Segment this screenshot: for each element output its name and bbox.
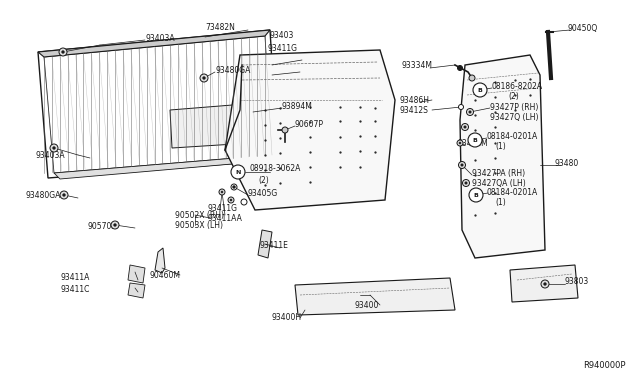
- Polygon shape: [38, 30, 270, 57]
- Text: 90502X (RH): 90502X (RH): [175, 211, 224, 219]
- Text: 08184-0201A: 08184-0201A: [487, 131, 538, 141]
- Circle shape: [541, 280, 549, 288]
- Text: 93803: 93803: [565, 278, 589, 286]
- Circle shape: [473, 83, 487, 97]
- Circle shape: [282, 127, 288, 133]
- Circle shape: [200, 74, 208, 82]
- Polygon shape: [295, 278, 455, 315]
- Polygon shape: [54, 155, 278, 179]
- Polygon shape: [128, 265, 145, 283]
- Polygon shape: [170, 100, 298, 148]
- Circle shape: [230, 199, 232, 201]
- Circle shape: [61, 51, 65, 54]
- Text: 90450Q: 90450Q: [568, 23, 598, 32]
- Text: 93411AA: 93411AA: [208, 214, 243, 222]
- Text: (1): (1): [495, 198, 506, 206]
- Text: 08918-3062A: 08918-3062A: [250, 164, 301, 173]
- Circle shape: [52, 147, 56, 150]
- Text: 08184-0201A: 08184-0201A: [487, 187, 538, 196]
- Circle shape: [468, 111, 471, 113]
- Polygon shape: [128, 283, 145, 298]
- Text: R940000P: R940000P: [584, 360, 626, 369]
- Text: B: B: [474, 192, 479, 198]
- Text: 93403A: 93403A: [35, 151, 65, 160]
- Text: 73482N: 73482N: [205, 22, 235, 32]
- Circle shape: [465, 182, 467, 184]
- Circle shape: [464, 126, 466, 128]
- Text: (2): (2): [258, 176, 269, 185]
- Circle shape: [60, 191, 68, 199]
- Circle shape: [461, 124, 468, 131]
- Circle shape: [241, 199, 247, 205]
- Circle shape: [459, 142, 461, 144]
- Polygon shape: [460, 55, 545, 258]
- Text: 93486H: 93486H: [400, 96, 430, 105]
- Circle shape: [219, 189, 225, 195]
- Circle shape: [463, 180, 470, 186]
- Polygon shape: [225, 50, 395, 210]
- Text: 93427Q (LH): 93427Q (LH): [490, 112, 538, 122]
- Text: 93480GA: 93480GA: [25, 190, 60, 199]
- Text: 90570X: 90570X: [87, 221, 116, 231]
- Text: 93403: 93403: [270, 31, 294, 39]
- Text: B: B: [477, 87, 483, 93]
- Polygon shape: [258, 230, 272, 258]
- Circle shape: [203, 77, 205, 79]
- Text: 90607P: 90607P: [295, 119, 324, 128]
- Text: 93405G: 93405G: [248, 189, 278, 198]
- Circle shape: [59, 48, 67, 56]
- Text: B: B: [472, 138, 477, 142]
- Circle shape: [458, 161, 465, 169]
- Text: 93412S: 93412S: [400, 106, 429, 115]
- Circle shape: [114, 224, 116, 227]
- Circle shape: [231, 165, 245, 179]
- Text: 93411C: 93411C: [60, 285, 90, 295]
- Circle shape: [461, 164, 463, 166]
- Circle shape: [468, 133, 482, 147]
- Text: 08186-8202A: 08186-8202A: [492, 81, 543, 90]
- Circle shape: [469, 188, 483, 202]
- Text: 93427QA (LH): 93427QA (LH): [472, 179, 525, 187]
- Text: 93334M: 93334M: [402, 61, 433, 70]
- Circle shape: [63, 193, 65, 196]
- Circle shape: [228, 197, 234, 203]
- Text: 93411G: 93411G: [208, 203, 238, 212]
- Circle shape: [111, 221, 119, 229]
- Polygon shape: [155, 248, 165, 273]
- Circle shape: [233, 186, 236, 188]
- Polygon shape: [44, 36, 272, 173]
- Text: (2): (2): [508, 92, 519, 100]
- Text: 93480GA: 93480GA: [215, 65, 250, 74]
- Circle shape: [221, 191, 223, 193]
- Circle shape: [469, 75, 475, 81]
- Text: 93427PA (RH): 93427PA (RH): [472, 169, 525, 177]
- Text: 93427P (RH): 93427P (RH): [490, 103, 538, 112]
- Circle shape: [50, 144, 58, 152]
- Text: 93400: 93400: [355, 301, 380, 310]
- Text: 93400H: 93400H: [272, 314, 302, 323]
- Text: 93411G: 93411G: [268, 44, 298, 52]
- Circle shape: [458, 65, 463, 71]
- Circle shape: [458, 105, 463, 109]
- Polygon shape: [510, 265, 578, 302]
- Circle shape: [231, 184, 237, 190]
- Text: 93411A: 93411A: [60, 273, 90, 282]
- Circle shape: [467, 109, 474, 115]
- Text: 93480: 93480: [555, 158, 579, 167]
- Text: 93411E: 93411E: [260, 241, 289, 250]
- Circle shape: [543, 283, 547, 285]
- Text: 93894M: 93894M: [282, 102, 313, 110]
- Text: (1): (1): [495, 141, 506, 151]
- Polygon shape: [38, 30, 278, 178]
- Text: 93403A: 93403A: [145, 33, 175, 42]
- Text: 90460M: 90460M: [150, 270, 181, 279]
- Text: 90503X (LH): 90503X (LH): [175, 221, 223, 230]
- Text: 93412M: 93412M: [458, 138, 489, 148]
- Text: N: N: [236, 170, 241, 174]
- Circle shape: [457, 140, 463, 146]
